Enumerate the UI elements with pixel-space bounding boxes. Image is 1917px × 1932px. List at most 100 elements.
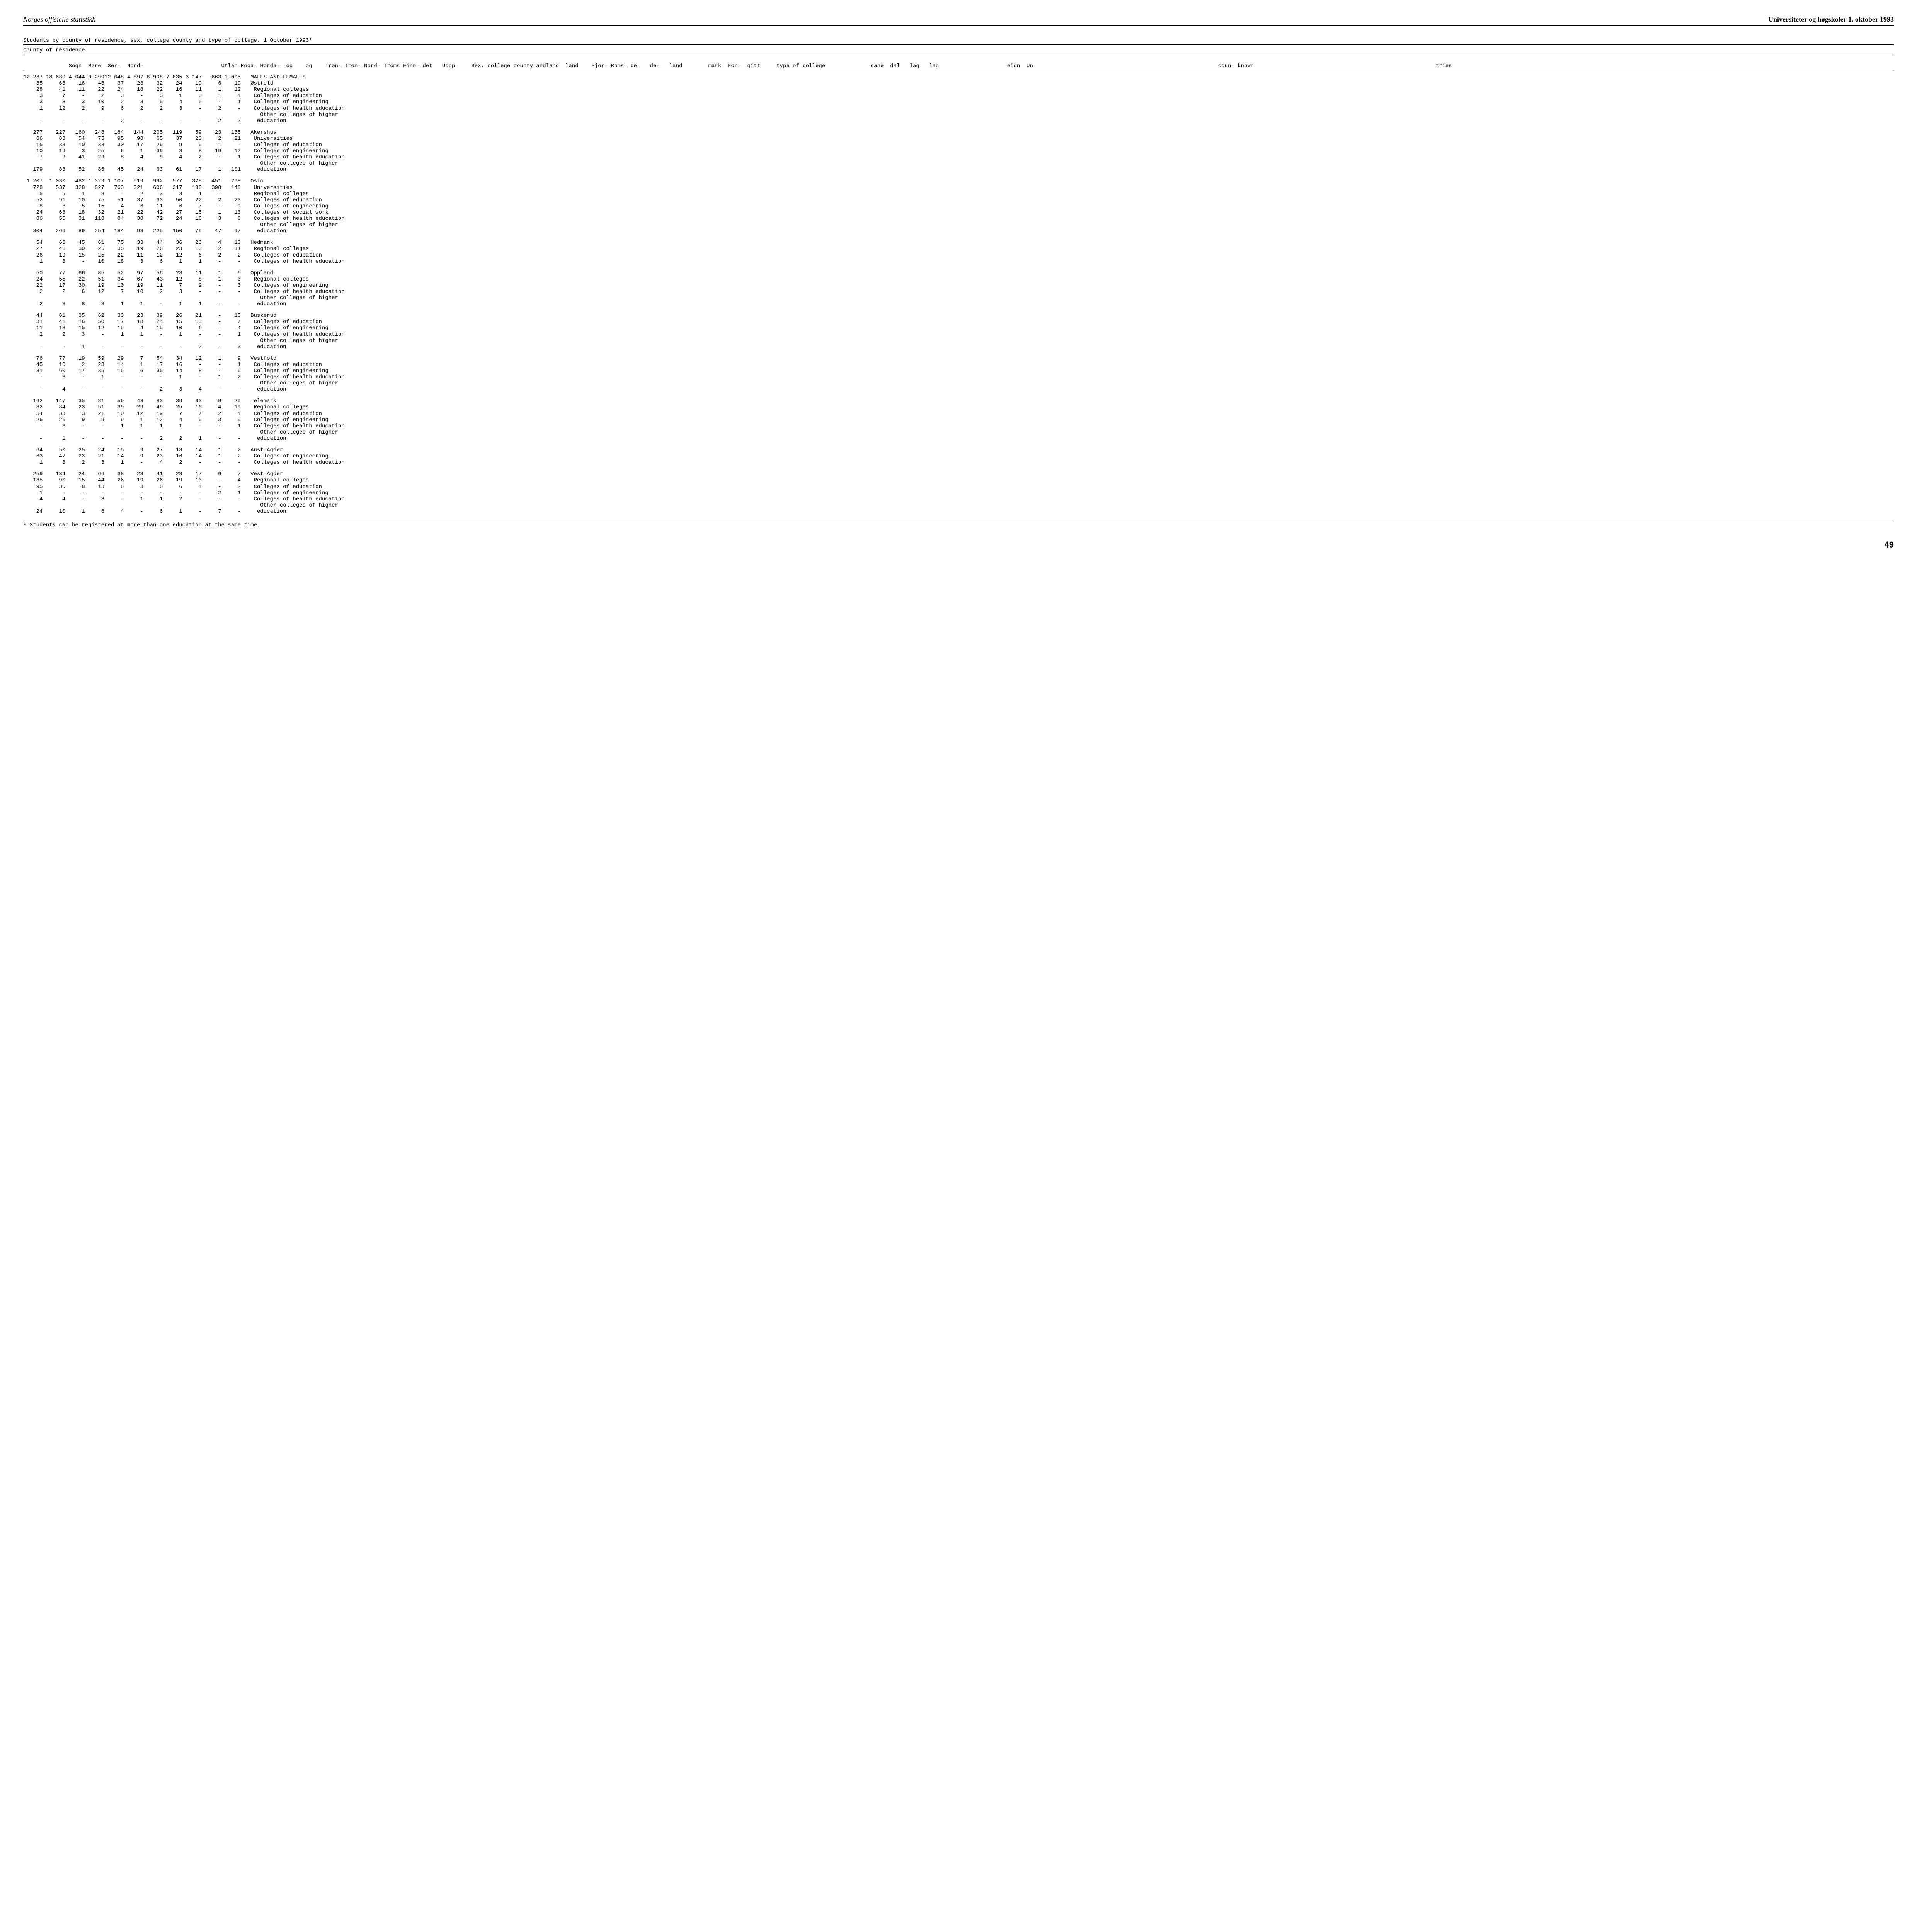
row-label: Colleges of education <box>241 319 322 325</box>
row-label: Regional colleges <box>241 191 309 197</box>
row-values: 135 90 15 44 26 19 26 19 13 - 4 <box>23 477 241 483</box>
table-row: Other colleges of higher <box>23 160 1894 167</box>
row-label: Regional colleges <box>241 276 309 282</box>
table-row: 2 2 3 - 1 1 - 1 - - 1 Colleges of health… <box>23 332 1894 338</box>
table-row: 24 68 18 32 21 22 42 27 15 1 13 Colleges… <box>23 209 1894 216</box>
row-label: Hedmark <box>241 240 273 246</box>
table-row: 10 19 3 25 6 1 39 8 8 19 12 Colleges of … <box>23 148 1894 154</box>
row-values: 54 33 3 21 10 12 19 7 7 2 4 <box>23 411 241 417</box>
row-values: 15 33 10 33 30 17 29 9 9 1 - <box>23 142 241 148</box>
data-block: 64 50 25 24 15 9 27 18 14 1 2 Aust-Agder… <box>23 447 1894 466</box>
table-row: 35 68 16 43 37 23 32 24 19 6 19 Østfold <box>23 80 1894 87</box>
row-values: - 3 - - 1 1 1 1 - - 1 <box>23 423 241 429</box>
table-row: - - 1 - - - - - 2 - 3 education <box>23 344 1894 350</box>
row-values: - - 1 - - - - - 2 - 3 <box>23 344 241 350</box>
table-row: 27 41 30 26 35 19 26 23 13 2 11 Regional… <box>23 246 1894 252</box>
row-values: 26 19 15 25 22 11 12 12 6 2 2 <box>23 252 241 259</box>
table-row: 64 50 25 24 15 9 27 18 14 1 2 Aust-Agder <box>23 447 1894 453</box>
table-row: 54 33 3 21 10 12 19 7 7 2 4 Colleges of … <box>23 411 1894 417</box>
row-values: 7 9 41 29 8 4 9 4 2 - 1 <box>23 154 241 160</box>
row-label: Universities <box>241 185 293 191</box>
row-label: Universities <box>241 136 293 142</box>
data-block: 277 227 160 248 184 144 205 119 59 23 13… <box>23 129 1894 173</box>
row-values: 86 55 31 118 84 38 72 24 16 3 8 <box>23 216 241 222</box>
row-label: education <box>241 344 286 350</box>
row-label: Colleges of health education <box>241 105 345 112</box>
row-values <box>23 222 247 228</box>
table-row: - 3 - - 1 1 1 1 - - 1 Colleges of health… <box>23 423 1894 429</box>
row-values: 82 84 23 51 39 29 49 25 16 4 19 <box>23 404 241 410</box>
table-row: - 4 - - - - 2 3 4 - - education <box>23 386 1894 393</box>
row-values <box>23 338 247 344</box>
data-block: 76 77 19 59 29 7 54 34 12 1 9 Vestfold 4… <box>23 355 1894 393</box>
table-row: 76 77 19 59 29 7 54 34 12 1 9 Vestfold <box>23 355 1894 362</box>
table-row: 66 83 54 75 95 98 65 37 23 2 21 Universi… <box>23 136 1894 142</box>
row-label: Colleges of engineering <box>241 282 329 289</box>
table-row: 95 30 8 13 8 3 8 6 4 - 2 Colleges of edu… <box>23 484 1894 490</box>
row-label: Colleges of education <box>241 197 322 203</box>
table-row: 26 19 15 25 22 11 12 12 6 2 2 Colleges o… <box>23 252 1894 259</box>
colhead-line: dane dal lag lag eign Un- <box>825 63 1036 69</box>
row-values <box>23 502 247 509</box>
row-label: Colleges of engineering <box>241 453 329 459</box>
row-label: Colleges of engineering <box>241 325 329 331</box>
row-values: 5 5 1 8 - 2 3 3 1 - - <box>23 191 241 197</box>
table-row: 12 237 18 689 4 044 9 29912 048 4 897 8 … <box>23 74 1894 80</box>
table-row: Other colleges of higher <box>23 502 1894 509</box>
table-row: 26 26 9 9 9 1 12 4 9 3 5 Colleges of eng… <box>23 417 1894 423</box>
row-label: Other colleges of higher <box>247 380 338 386</box>
page-header: Norges offisielle statistikk Universitet… <box>23 15 1894 26</box>
row-label: Colleges of health education <box>241 496 345 502</box>
colhead-line: Roga- Horda- og og Trøn- Trøn- Nord- Tro… <box>241 63 546 69</box>
row-label: Regional colleges <box>241 477 309 483</box>
row-label: Oslo <box>241 178 264 184</box>
colhead-line: land land Fjor- Roms- de- de- land mark … <box>546 63 826 69</box>
table-row: 1 - - - - - - - - 2 1 Colleges of engine… <box>23 490 1894 496</box>
row-label: Colleges of education <box>241 411 322 417</box>
row-values: 3 8 3 10 2 3 5 4 5 - 1 <box>23 99 241 105</box>
row-values: 1 3 - 10 18 3 6 1 1 - - <box>23 259 241 265</box>
data-block: 50 77 66 85 52 97 56 23 11 1 6 Oppland 2… <box>23 270 1894 308</box>
row-label: education <box>241 386 286 393</box>
row-values: 11 18 15 12 15 4 15 10 6 - 4 <box>23 325 241 331</box>
row-values: - 4 - - - - 2 3 4 - - <box>23 386 241 393</box>
table-row: 50 77 66 85 52 97 56 23 11 1 6 Oppland <box>23 270 1894 276</box>
row-values: 2 3 8 3 1 1 - 1 1 - - <box>23 301 241 307</box>
row-label: Regional colleges <box>241 246 309 252</box>
row-values: 277 227 160 248 184 144 205 119 59 23 13… <box>23 129 241 136</box>
row-label: Colleges of education <box>241 484 322 490</box>
row-label: Other colleges of higher <box>247 338 338 344</box>
table-row: 44 61 35 62 33 23 39 26 21 - 15 Buskerud <box>23 313 1894 319</box>
table-row: 2 3 8 3 1 1 - 1 1 - - education <box>23 301 1894 307</box>
row-values: 8 8 5 15 4 6 11 6 7 - 9 <box>23 203 241 209</box>
row-label: Colleges of health education <box>241 259 345 265</box>
table-row: 728 537 328 827 763 321 606 317 188 398 … <box>23 185 1894 191</box>
column-headers: Sogn Møre Sør- Nord- Utlan- Roga- Horda-… <box>23 57 1894 71</box>
row-label: Colleges of engineering <box>241 490 329 496</box>
row-label: Vest-Agder <box>241 471 283 477</box>
row-values: - 3 - 1 - - - 1 - 1 2 <box>23 374 241 380</box>
row-label: Colleges of health education <box>241 459 345 466</box>
colhead-line: Sogn Møre Sør- Nord- Utlan- <box>23 63 241 69</box>
data-block: 162 147 35 81 59 43 83 39 33 9 29 Telema… <box>23 398 1894 442</box>
row-values: 3 7 - 2 3 - 3 1 3 1 4 <box>23 93 241 99</box>
row-values: 1 3 2 3 1 - 4 2 - - - <box>23 459 241 466</box>
row-label: Colleges of social work <box>241 209 329 216</box>
row-label: Akershus <box>241 129 276 136</box>
header-left: Norges offisielle statistikk <box>23 15 95 24</box>
row-values: 1 - - - - - - - - 2 1 <box>23 490 241 496</box>
footnote: ¹ Students can be registered at more tha… <box>23 520 1894 528</box>
row-label: Colleges of health education <box>241 374 345 380</box>
row-label: Other colleges of higher <box>247 222 338 228</box>
table-subhead: County of residence <box>23 47 1894 55</box>
table-row: Other colleges of higher <box>23 429 1894 435</box>
table-row: Other colleges of higher <box>23 112 1894 118</box>
row-label: Buskerud <box>241 313 276 319</box>
table-row: 2 2 6 12 7 10 2 3 - - - Colleges of heal… <box>23 289 1894 295</box>
row-label: Colleges of health education <box>241 332 345 338</box>
row-values: - - - - 2 - - - - 2 2 <box>23 118 241 124</box>
row-values: 728 537 328 827 763 321 606 317 188 398 … <box>23 185 241 191</box>
row-values <box>23 295 247 301</box>
table-row: 179 83 52 86 45 24 63 61 17 1 101 educat… <box>23 167 1894 173</box>
table-row: 1 3 2 3 1 - 4 2 - - - Colleges of health… <box>23 459 1894 466</box>
